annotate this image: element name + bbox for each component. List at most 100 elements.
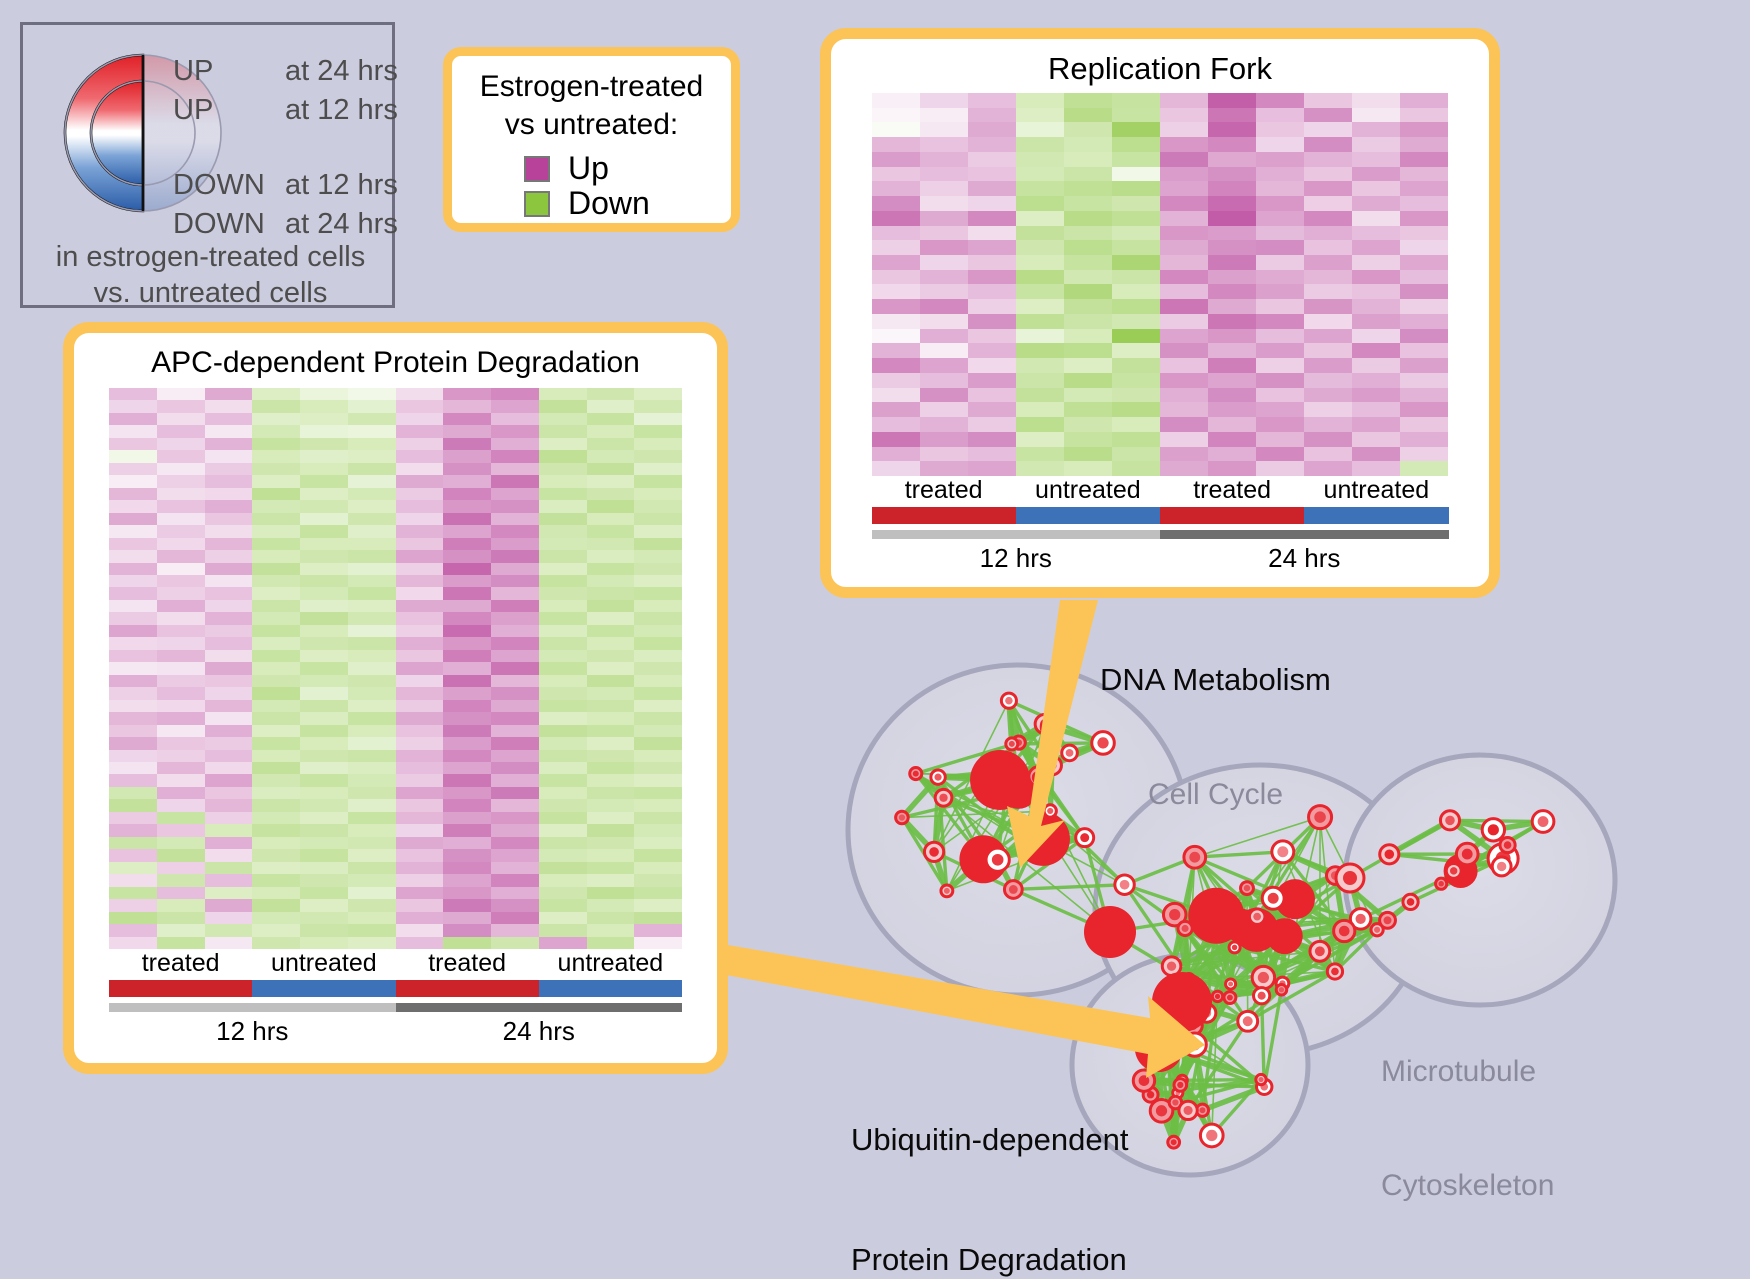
heatmap-cell — [1304, 446, 1353, 462]
network-node[interactable] — [1252, 986, 1272, 1006]
heatmap-cell — [300, 849, 348, 862]
heatmap-cell — [967, 93, 1016, 108]
network-node[interactable] — [939, 883, 955, 899]
heatmap-cell — [586, 724, 635, 738]
network-node[interactable] — [1113, 873, 1136, 896]
network-node[interactable] — [1434, 876, 1449, 891]
network-node[interactable] — [1152, 972, 1212, 1032]
network-node[interactable] — [1198, 1122, 1225, 1149]
network-node[interactable] — [1307, 804, 1334, 831]
network-node[interactable] — [933, 787, 954, 808]
network-node[interactable] — [1530, 809, 1556, 834]
network-node-core — [1159, 1034, 1176, 1051]
network-node[interactable] — [1222, 990, 1238, 1006]
timepoint-bar-segment — [395, 1003, 682, 1012]
network-node[interactable] — [984, 846, 1011, 873]
network-node[interactable] — [908, 766, 924, 782]
network-node[interactable] — [1148, 1098, 1175, 1124]
heatmap-cell — [347, 624, 396, 638]
network-node[interactable] — [1004, 736, 1020, 752]
network-node[interactable] — [1177, 1099, 1199, 1122]
network-edge — [1210, 996, 1219, 1136]
network-node[interactable] — [1308, 939, 1332, 963]
heatmap-cell — [1400, 417, 1449, 432]
network-node[interactable] — [1454, 841, 1480, 867]
condition-label: treated — [141, 949, 220, 977]
network-node[interactable] — [1378, 910, 1397, 930]
heatmap-cell — [300, 512, 348, 526]
heatmap-cell — [919, 461, 968, 476]
network-node[interactable] — [1378, 843, 1401, 866]
network-node[interactable] — [1490, 855, 1513, 878]
heatmap-cell — [871, 225, 920, 241]
network-node[interactable] — [1210, 989, 1225, 1004]
network-node[interactable] — [1090, 730, 1116, 756]
heatmap-cell — [252, 550, 300, 563]
network-node[interactable] — [929, 768, 947, 786]
network-node[interactable] — [999, 691, 1018, 710]
network-node[interactable] — [1227, 940, 1242, 955]
network-node[interactable] — [1254, 1072, 1268, 1087]
network-node[interactable] — [1250, 964, 1277, 991]
network-node[interactable] — [1084, 906, 1136, 958]
network-node[interactable] — [1074, 827, 1096, 849]
network-node[interactable] — [1334, 862, 1366, 894]
network-node[interactable] — [1042, 803, 1058, 819]
heatmap-cell — [634, 425, 682, 438]
heatmap-cell — [1256, 313, 1305, 329]
network-node[interactable] — [1166, 1134, 1182, 1150]
network-node[interactable] — [1015, 811, 1070, 866]
heatmap-cell — [300, 475, 348, 488]
network-node[interactable] — [1260, 885, 1286, 911]
network-node[interactable] — [1270, 839, 1296, 865]
heatmap-cell — [300, 450, 348, 463]
heatmap-cell — [252, 662, 300, 675]
heatmap-cell — [1208, 299, 1257, 314]
heatmap-cell — [300, 624, 348, 638]
heatmap-cell — [1208, 196, 1257, 211]
network-node[interactable] — [1172, 1077, 1189, 1093]
network-node[interactable] — [1325, 962, 1345, 981]
network-node[interactable] — [1348, 907, 1373, 931]
network-node[interactable] — [1060, 743, 1079, 763]
network-node[interactable] — [1332, 918, 1357, 944]
heatmap-cell — [538, 525, 587, 538]
network-node[interactable] — [1131, 1068, 1157, 1093]
network-edge — [1013, 883, 1125, 892]
network-node[interactable] — [1182, 844, 1208, 870]
heatmap-cell — [919, 417, 968, 432]
network-node[interactable] — [1181, 1031, 1208, 1058]
network-node[interactable] — [1274, 879, 1315, 920]
heatmap-cell — [156, 525, 205, 538]
network-node[interactable] — [922, 840, 946, 864]
network-node[interactable] — [1031, 770, 1046, 785]
network-node[interactable] — [1236, 1009, 1260, 1033]
network-node[interactable] — [1022, 838, 1039, 854]
network-node[interactable] — [1401, 892, 1420, 912]
network-node[interactable] — [894, 809, 910, 826]
network-node[interactable] — [1480, 817, 1507, 843]
network-node[interactable] — [1161, 901, 1188, 928]
network-node[interactable] — [1444, 861, 1463, 880]
heatmap-cell — [586, 437, 635, 451]
network-node[interactable] — [1039, 716, 1061, 738]
heatmap-cell — [1256, 372, 1305, 388]
heatmap-cell — [1304, 166, 1353, 182]
network-node[interactable] — [1167, 1094, 1184, 1111]
network-node[interactable] — [1224, 977, 1238, 991]
network-node[interactable] — [1438, 809, 1462, 832]
network-node[interactable] — [1002, 879, 1024, 900]
heatmap-cell — [300, 924, 348, 937]
network-node[interactable] — [1369, 922, 1385, 938]
network-node-core — [1214, 993, 1221, 999]
network-node[interactable] — [1247, 907, 1267, 926]
network-node[interactable] — [1266, 918, 1303, 955]
heatmap-cell — [1159, 431, 1209, 447]
network-node[interactable] — [1194, 1102, 1211, 1118]
heatmap-cell — [1256, 431, 1305, 447]
network-node[interactable] — [1498, 836, 1517, 855]
network-node[interactable] — [1239, 880, 1255, 897]
network-node[interactable] — [1176, 919, 1194, 938]
network-node[interactable] — [1274, 982, 1289, 997]
heatmap-cell — [586, 699, 635, 713]
